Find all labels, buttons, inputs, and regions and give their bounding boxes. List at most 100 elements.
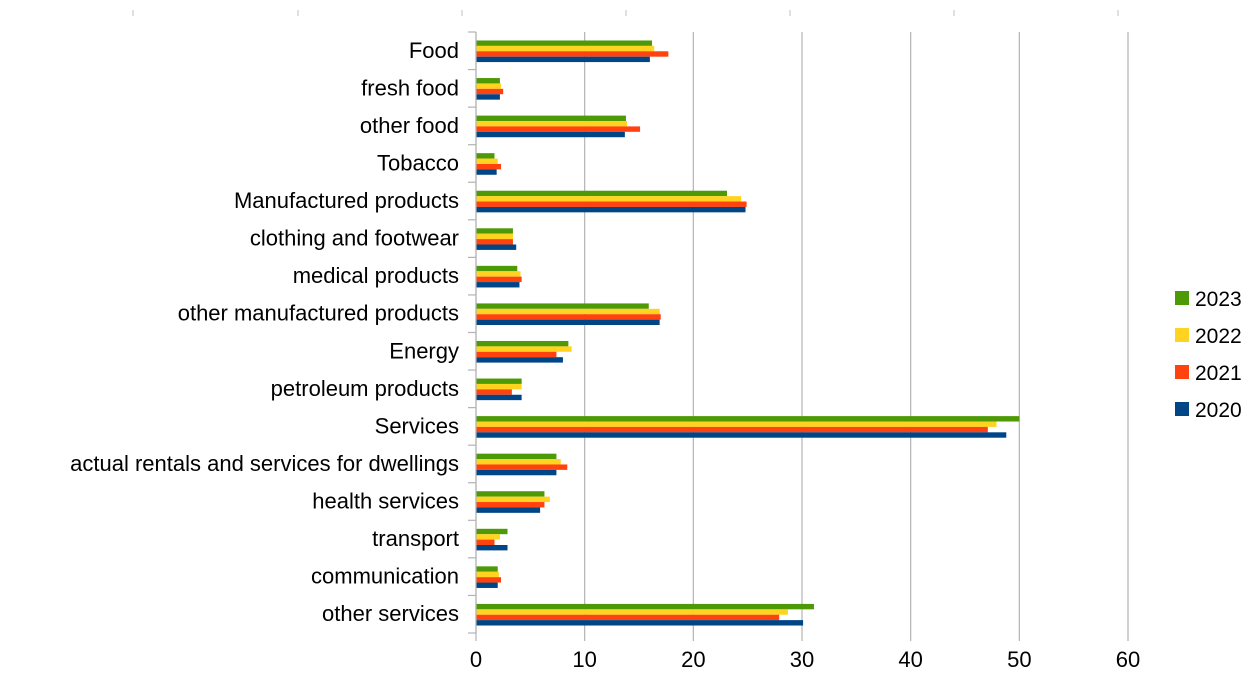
bar-2022 xyxy=(476,308,660,315)
grid-lines xyxy=(475,32,1129,633)
category-label: clothing and footwear xyxy=(250,226,459,251)
x-tick-label: 60 xyxy=(1116,647,1140,672)
bar-2020 xyxy=(476,544,508,551)
category-label: fresh food xyxy=(361,75,459,100)
legend-label-2023: 2023 xyxy=(1195,288,1242,311)
bar-2022 xyxy=(476,459,561,465)
x-tick-label: 0 xyxy=(470,647,482,672)
bar-2021 xyxy=(476,351,557,358)
bar-2022 xyxy=(476,196,742,202)
bar-2021 xyxy=(476,201,747,207)
bar-2023 xyxy=(476,378,522,384)
bar-2021 xyxy=(476,389,512,395)
bar-2020 xyxy=(476,620,804,626)
category-label: Energy xyxy=(389,338,459,363)
bar-2021 xyxy=(476,577,501,583)
legend-swatch-2021 xyxy=(1175,365,1189,379)
bar-2021 xyxy=(476,464,568,470)
bar-2020 xyxy=(476,56,650,63)
category-label: Manufactured products xyxy=(234,188,459,213)
bar-2020 xyxy=(476,282,520,288)
bar-2021 xyxy=(476,163,501,170)
bar-2022 xyxy=(476,346,572,352)
bar-2023 xyxy=(476,491,545,497)
bar-2020 xyxy=(476,319,660,326)
bar-2020 xyxy=(476,169,497,175)
bar-2021 xyxy=(476,614,780,621)
bar-2021 xyxy=(476,426,988,433)
x-tick-label: 30 xyxy=(790,647,814,672)
x-axis-ticks xyxy=(475,633,1129,641)
category-label: other food xyxy=(360,113,459,138)
bar-2021 xyxy=(476,51,669,57)
bar-2023 xyxy=(476,78,500,84)
bar-2023 xyxy=(476,340,569,347)
legend-swatch-2023 xyxy=(1175,291,1189,305)
bar-2021 xyxy=(476,314,661,320)
bar-2023 xyxy=(476,153,495,159)
bar-2023 xyxy=(476,453,557,460)
bar-2022 xyxy=(476,421,997,427)
bar-2023 xyxy=(476,416,1020,422)
bar-2020 xyxy=(476,394,522,401)
x-tick-labels: 0 10 20 30 40 50 60 xyxy=(470,647,1140,672)
x-tick-label: 50 xyxy=(1007,647,1031,672)
legend-label-2022: 2022 xyxy=(1195,325,1242,348)
x-tick-label: 20 xyxy=(681,647,705,672)
category-label: health services xyxy=(312,489,459,514)
bar-2022 xyxy=(476,158,498,164)
legend-label-2020: 2020 xyxy=(1195,399,1242,422)
category-label: communication xyxy=(311,564,459,589)
bar-2023 xyxy=(476,566,498,572)
legend-swatch-2020 xyxy=(1175,402,1189,416)
bar-2023 xyxy=(476,265,518,272)
category-labels: Food fresh food other food Tobacco Manufactu… xyxy=(70,38,459,626)
bar-2020 xyxy=(476,244,517,250)
bar-2021 xyxy=(476,239,513,245)
x-tick-label: 40 xyxy=(898,647,922,672)
bar-2020 xyxy=(476,357,563,363)
bar-2020 xyxy=(476,582,498,588)
legend-swatch-2022 xyxy=(1175,328,1189,342)
legend: 2023 2022 2021 2020 xyxy=(1175,288,1242,422)
category-label: medical products xyxy=(293,263,459,288)
category-label: Tobacco xyxy=(377,150,459,175)
category-label: petroleum products xyxy=(271,376,459,401)
bar-2022 xyxy=(476,233,513,240)
bar-2022 xyxy=(476,383,522,390)
bar-2021 xyxy=(476,276,522,283)
bar-2021 xyxy=(476,88,504,95)
bar-2020 xyxy=(476,469,557,476)
x-tick-label: 10 xyxy=(572,647,596,672)
bar-2022 xyxy=(476,45,655,52)
bar-2023 xyxy=(476,528,508,535)
category-label: Food xyxy=(409,38,459,63)
bar-2022 xyxy=(476,496,550,503)
bar-2022 xyxy=(476,271,521,277)
category-label: other services xyxy=(322,601,459,626)
bar-2020 xyxy=(476,507,541,513)
bars xyxy=(476,40,1020,626)
bar-2022 xyxy=(476,609,788,615)
bar-2023 xyxy=(476,303,649,309)
top-tick-marks xyxy=(132,10,1119,16)
bar-2020 xyxy=(476,131,625,138)
bar-2021 xyxy=(476,126,641,132)
bar-2021 xyxy=(476,502,545,508)
category-label: actual rentals and services for dwelling… xyxy=(70,451,459,476)
legend-label-2021: 2021 xyxy=(1195,362,1242,385)
bar-2023 xyxy=(476,603,814,610)
category-label: other manufactured products xyxy=(178,301,459,326)
category-label: transport xyxy=(372,526,459,551)
bar-2020 xyxy=(476,432,1007,438)
bar-2023 xyxy=(476,228,513,234)
bar-2023 xyxy=(476,190,728,197)
bar-2022 xyxy=(476,83,501,89)
bar-2023 xyxy=(476,115,626,122)
bar-2022 xyxy=(476,121,628,127)
bar-2023 xyxy=(476,40,653,46)
bar-2022 xyxy=(476,571,499,578)
bar-2020 xyxy=(476,94,500,100)
